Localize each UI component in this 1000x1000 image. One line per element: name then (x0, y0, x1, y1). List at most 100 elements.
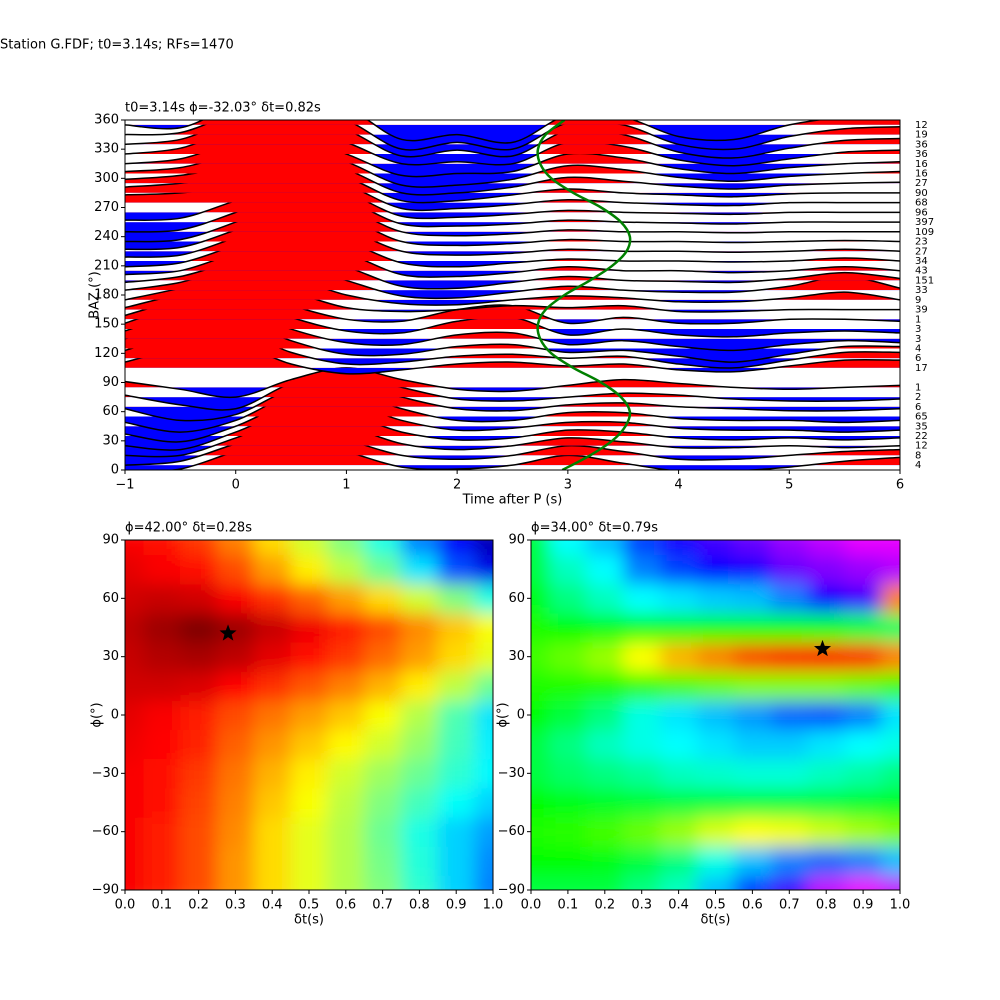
heatmap-cell (807, 729, 846, 760)
heatmap-cell (807, 554, 846, 585)
heatmap-cell (290, 612, 328, 643)
heatmap-cell (881, 817, 900, 847)
y-tick-label: 120 (94, 346, 119, 361)
heatmap-cell (807, 583, 846, 614)
heatmap-cell (881, 875, 900, 890)
chart-title: ϕ=42.00° δt=0.28s (125, 521, 252, 536)
y-tick-label: −30 (92, 766, 119, 781)
y-tick-label: −30 (498, 766, 525, 781)
heatmap-cell (125, 671, 144, 701)
heatmap-cell (844, 846, 883, 876)
heatmap-cell (549, 671, 587, 701)
trace-fill-positive (125, 124, 900, 155)
heatmap-cell (474, 540, 493, 556)
trace-fill-negative (125, 329, 900, 337)
heatmap-cell (401, 554, 439, 585)
heatmap-cell (125, 540, 144, 556)
heatmap-cell (217, 612, 255, 643)
heatmap-cell (586, 554, 624, 585)
trace-fill-negative (372, 173, 845, 188)
heatmap-cells (125, 540, 493, 890)
trace-count-label: 4 (915, 460, 921, 471)
heatmap-cell (807, 671, 846, 701)
x-tick-label: 0.9 (853, 898, 874, 913)
y-tick-label: 60 (508, 591, 525, 606)
heatmap-cell (531, 554, 550, 585)
y-tick-label: 0 (111, 463, 119, 478)
y-tick-label: 270 (94, 200, 119, 215)
heatmap-cell (807, 700, 846, 731)
heatmap-cell (253, 642, 292, 672)
heatmap-cell (844, 540, 883, 556)
trace-count-label: 96 (915, 207, 928, 218)
heatmap-cell (327, 787, 365, 818)
trace-count-label: 65 (915, 412, 928, 423)
heatmap-cell (844, 583, 883, 614)
trace-count-label: 68 (915, 198, 928, 209)
heatmap-cell (549, 787, 587, 818)
heatmap-cell (401, 612, 439, 643)
heatmap-cell (180, 671, 218, 701)
heatmap-cell (697, 540, 735, 556)
heatmap-cell (770, 642, 809, 672)
heatmap-cell (881, 583, 900, 614)
heatmap-cell (586, 700, 624, 731)
x-axis-label: Time after P (s) (462, 493, 563, 508)
heatmap-cell (327, 583, 365, 614)
trace-fill-negative (376, 183, 845, 195)
trace-count-label: 1 (915, 314, 921, 325)
heatmap-cell (437, 540, 476, 556)
heatmap-cell (807, 758, 846, 789)
heatmap-cell (364, 642, 402, 672)
trace-fill-positive (125, 282, 900, 310)
heatmap-cell (364, 540, 402, 556)
trace-count-label: 22 (915, 431, 928, 442)
heatmap-cell (623, 671, 661, 701)
t0-curve (536, 120, 632, 470)
trace-fill-positive (125, 120, 900, 125)
heatmap-cell (807, 817, 846, 847)
heatmap-cell (327, 875, 365, 890)
heatmap-cell (474, 787, 493, 818)
x-axis-label: δt(s) (294, 913, 324, 928)
heatmap-cell (697, 875, 735, 890)
heatmap-cell (474, 642, 493, 672)
heatmap-cell (623, 612, 661, 643)
heatmap-cell (401, 729, 439, 760)
heatmap-cell (143, 787, 181, 818)
heatmap-cell (143, 583, 181, 614)
trace-count-label: 43 (915, 266, 928, 277)
heatmap-cell (770, 787, 809, 818)
heatmap-cell (180, 846, 218, 876)
heatmap-cell (770, 700, 809, 731)
heatmap-cell (770, 846, 809, 876)
heatmap-cell (437, 612, 476, 643)
trace-fill-negative (125, 231, 900, 242)
heatmap-cell (697, 729, 735, 760)
trace-fill-negative (125, 222, 790, 232)
heatmap-cell (474, 846, 493, 876)
heatmap-cell (364, 846, 402, 876)
heatmap-cell (217, 700, 255, 731)
trace-fill-negative (125, 270, 790, 278)
heatmap-cell (437, 583, 476, 614)
y-tick-label: 30 (102, 649, 119, 664)
heatmap-cell (401, 700, 439, 731)
trace-fill-negative (125, 163, 900, 177)
heatmap-cell (549, 642, 587, 672)
x-tick-label: 0.2 (188, 898, 209, 913)
trace-count-label: 90 (915, 188, 928, 199)
heatmap-cell (586, 758, 624, 789)
heatmap-cell (844, 700, 883, 731)
trace-count-label: 1 (915, 382, 921, 393)
trace-count-label: 19 (915, 130, 928, 141)
heatmap-cell (437, 554, 476, 585)
x-tick-label: 0.5 (705, 898, 726, 913)
heatmap-cell (733, 671, 772, 701)
heatmap-cell (697, 758, 735, 789)
heatmap-cell (217, 846, 255, 876)
heatmap-cell (290, 554, 328, 585)
heatmap-cell (474, 583, 493, 614)
heatmap-cell (531, 817, 550, 847)
